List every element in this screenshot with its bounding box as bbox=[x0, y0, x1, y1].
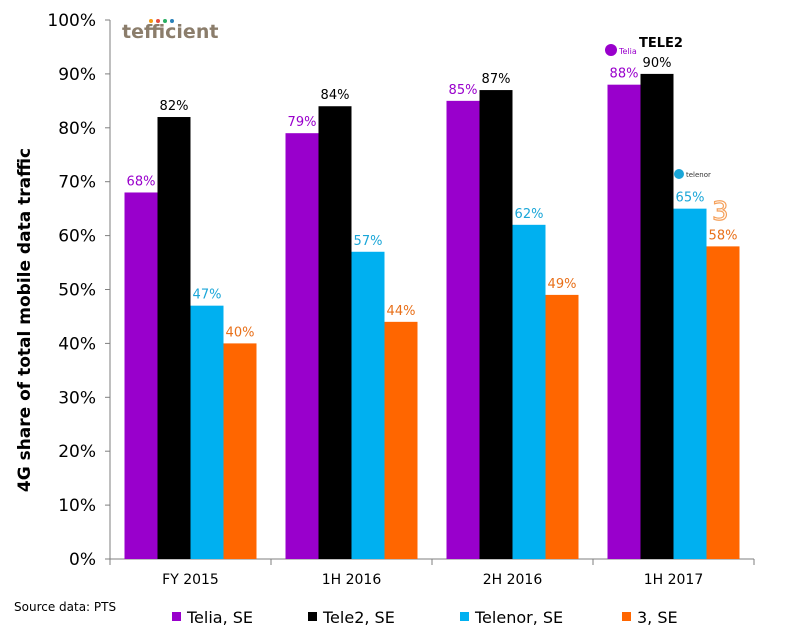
y-tick-label: 10% bbox=[58, 496, 96, 516]
telenor-logo: telenor bbox=[674, 169, 711, 179]
data-label: 58% bbox=[709, 228, 738, 243]
telia-logo-mark bbox=[605, 44, 617, 56]
bar-3-se bbox=[223, 343, 257, 559]
bar-tele2-se bbox=[157, 117, 191, 560]
logo-dot-orange bbox=[149, 19, 153, 23]
x-category-label: 1H 2016 bbox=[322, 572, 382, 588]
data-label: 65% bbox=[676, 191, 705, 206]
telenor-logo-mark bbox=[674, 169, 684, 179]
legend: Telia, SE Tele2, SE Telenor, SE 3, SE bbox=[172, 608, 678, 627]
data-labels: 68% 82% 47% 40% 79% 84% 57% 44% 85% 87% 62% 49% 88% 9… bbox=[127, 56, 738, 340]
logo-dot-red bbox=[156, 19, 160, 23]
tefficient-logo: tefficient bbox=[122, 19, 218, 43]
telia-logo-text: Telia bbox=[618, 47, 637, 56]
x-category-label: 2H 2016 bbox=[483, 572, 543, 588]
y-ticks: 0% 10% 20% 30% 40% 50% 60% 70% 80% 90% 100% bbox=[47, 11, 110, 570]
data-label: 62% bbox=[515, 207, 544, 222]
y-tick-label: 60% bbox=[58, 227, 96, 247]
data-label: 47% bbox=[193, 288, 222, 303]
logo-dot-blue bbox=[170, 19, 174, 23]
x-category-labels: FY 2015 1H 2016 2H 2016 1H 2017 bbox=[109, 559, 755, 588]
bar-tele2-se bbox=[318, 106, 352, 560]
bar-3-se bbox=[545, 294, 579, 559]
data-label: 87% bbox=[482, 72, 511, 87]
legend-swatch bbox=[460, 612, 469, 621]
bar-telia-se bbox=[607, 84, 641, 560]
data-label: 90% bbox=[643, 56, 672, 71]
bar-telenor-se bbox=[190, 305, 224, 559]
bar-3-se bbox=[706, 246, 740, 559]
legend-label: Telia, SE bbox=[186, 608, 253, 627]
bar-telia-se bbox=[124, 192, 158, 560]
legend-label: 3, SE bbox=[637, 608, 678, 627]
data-label: 49% bbox=[548, 277, 577, 292]
tele2-logo: TELE2 bbox=[639, 36, 683, 51]
bar-tele2-se bbox=[640, 73, 674, 560]
y-tick-label: 20% bbox=[58, 442, 96, 462]
bar-telenor-se bbox=[351, 251, 385, 559]
bar-telia-se bbox=[446, 100, 480, 559]
y-axis-label: 4G share of total mobile data traffic bbox=[15, 148, 35, 492]
data-label: 40% bbox=[226, 325, 255, 340]
logo-dot-green bbox=[163, 19, 167, 23]
data-label: 85% bbox=[449, 83, 478, 98]
legend-swatch bbox=[172, 612, 181, 621]
y-tick-label: 80% bbox=[58, 119, 96, 139]
telenor-logo-text: telenor bbox=[686, 171, 711, 179]
data-label: 57% bbox=[354, 234, 383, 249]
three-logo-text: 3 bbox=[712, 197, 729, 227]
source-note: Source data: PTS bbox=[14, 600, 116, 614]
bars bbox=[124, 73, 740, 560]
data-label: 84% bbox=[321, 88, 350, 103]
tefficient-logo-text: tefficient bbox=[122, 21, 218, 43]
bar-telenor-se bbox=[512, 224, 546, 559]
legend-swatch bbox=[622, 612, 631, 621]
legend-label: Telenor, SE bbox=[474, 608, 563, 627]
bar-telenor-se bbox=[673, 208, 707, 559]
x-category-label: FY 2015 bbox=[162, 572, 219, 588]
y-tick-label: 40% bbox=[58, 334, 96, 354]
bar-telia-se bbox=[285, 133, 319, 559]
y-tick-label: 50% bbox=[58, 281, 96, 301]
bar-3-se bbox=[384, 321, 418, 559]
x-category-label: 1H 2017 bbox=[644, 572, 704, 588]
y-tick-label: 100% bbox=[47, 11, 96, 31]
telia-logo: Telia bbox=[605, 44, 637, 56]
legend-swatch bbox=[308, 612, 317, 621]
y-tick-label: 30% bbox=[58, 388, 96, 408]
tele2-logo-text: TELE2 bbox=[639, 36, 683, 51]
data-label: 44% bbox=[387, 304, 416, 319]
y-tick-label: 90% bbox=[58, 65, 96, 85]
y-tick-label: 70% bbox=[58, 173, 96, 193]
data-label: 88% bbox=[610, 67, 639, 82]
data-label: 68% bbox=[127, 174, 156, 189]
three-logo: 3 bbox=[711, 196, 729, 227]
data-label: 79% bbox=[288, 115, 317, 130]
legend-label: Tele2, SE bbox=[322, 608, 395, 627]
data-label: 82% bbox=[160, 99, 189, 114]
y-tick-label: 0% bbox=[69, 550, 96, 570]
bar-tele2-se bbox=[479, 90, 513, 559]
